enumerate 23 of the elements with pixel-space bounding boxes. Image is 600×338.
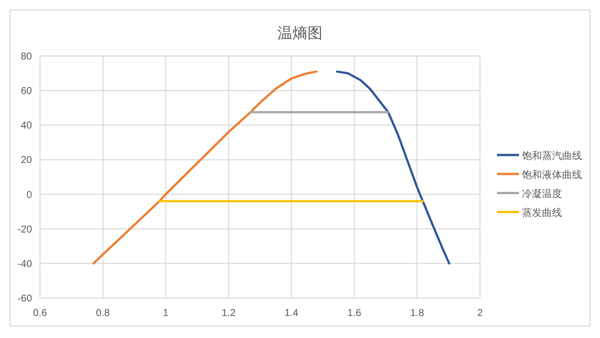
y-tick-label: -60 bbox=[18, 294, 32, 304]
y-tick-label: 20 bbox=[20, 155, 32, 166]
y-tick-label: 0 bbox=[26, 190, 32, 201]
y-tick-label: -20 bbox=[18, 224, 32, 236]
legend-label: 饱和蒸汽曲线 bbox=[521, 150, 582, 162]
y-tick-label: -40 bbox=[18, 258, 32, 270]
x-tick-label: 1.6 bbox=[347, 308, 362, 319]
x-tick-label: 1.4 bbox=[284, 308, 299, 319]
y-tick-label: 80 bbox=[20, 52, 32, 62]
x-tick-label: 1.2 bbox=[222, 308, 236, 319]
x-tick-label: 0.6 bbox=[33, 308, 48, 319]
chart-title: 温熵图 bbox=[278, 25, 322, 42]
legend-label: 饱和液体曲线 bbox=[521, 169, 582, 181]
x-tick-label: 0.8 bbox=[96, 308, 110, 319]
x-tick-label: 1 bbox=[162, 308, 169, 319]
line-series bbox=[336, 70, 450, 265]
y-tick-label: 60 bbox=[20, 86, 32, 98]
y-tick-label: 40 bbox=[20, 120, 32, 132]
legend-label: 蒸发曲线 bbox=[522, 207, 562, 219]
legend-label: 冷凝温度 bbox=[522, 188, 562, 200]
line-series bbox=[92, 70, 318, 265]
x-tick-label: 2 bbox=[477, 308, 484, 319]
x-tick-label: 1.8 bbox=[410, 308, 425, 319]
